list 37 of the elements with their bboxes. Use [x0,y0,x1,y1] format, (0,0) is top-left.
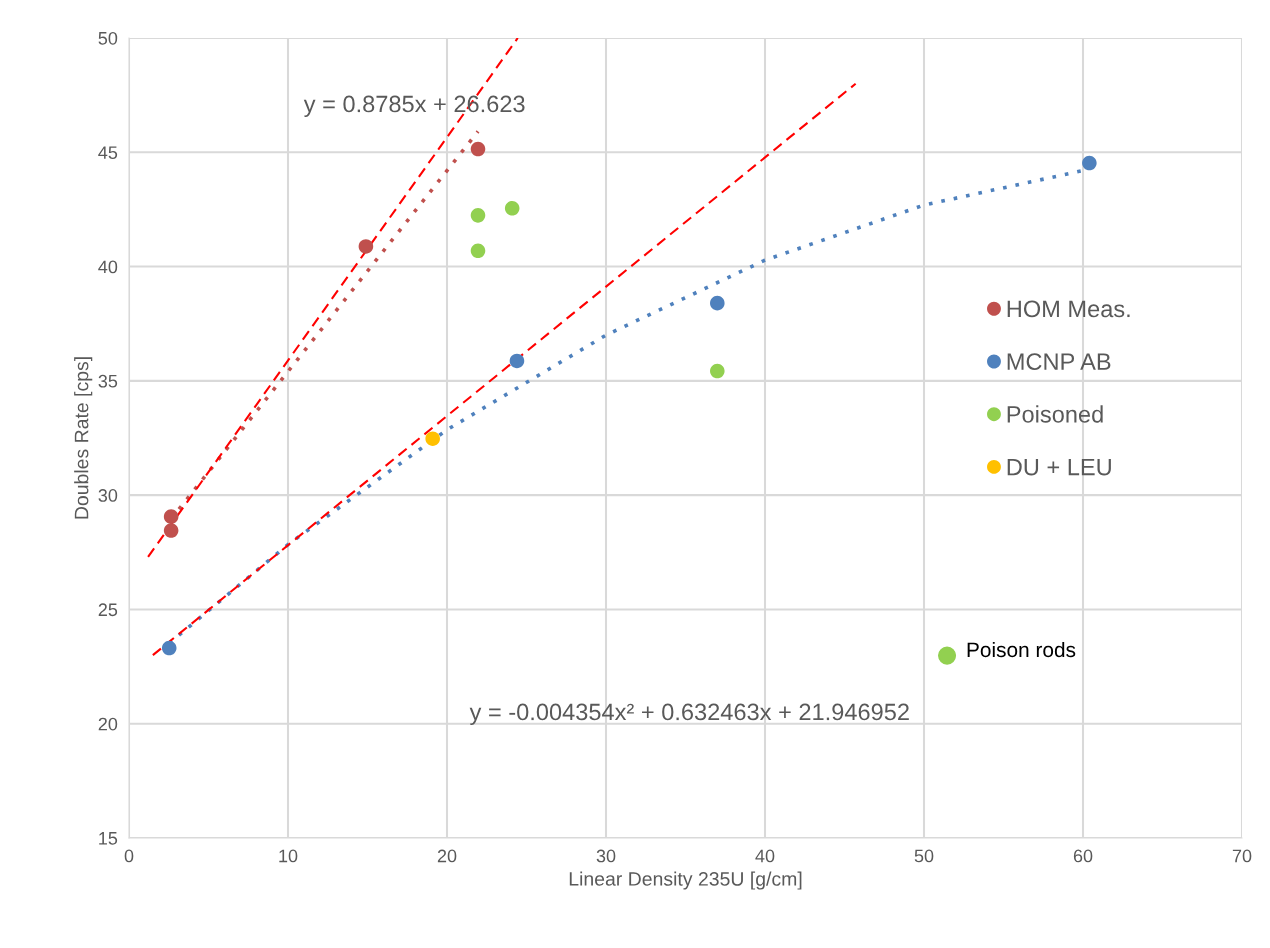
legend-label: DU + LEU [1007,458,1111,476]
y-tick-label: 50 [98,31,118,45]
x-tick-label: 10 [279,849,298,863]
legend-label: Poisoned [1007,405,1103,423]
x-tick-label: 60 [1073,849,1093,863]
legend-label: MCNP AB [1007,353,1111,370]
point [504,201,520,216]
x-tick-label: 0 [124,849,134,863]
point [163,523,179,538]
point [161,640,177,656]
point [710,295,725,311]
annotation: y = -0.004354x² + 0.632463x + 21.946952 [469,703,909,726]
point [1082,155,1097,171]
y-tick-label: 20 [98,717,118,731]
point [710,363,725,379]
point [470,243,486,259]
point [470,208,486,223]
x-tick-label: 40 [755,849,775,863]
y-tick-label: 35 [98,374,118,388]
y-tick-label: 45 [98,146,118,160]
annotation: Poison rods [967,641,1076,658]
y-tick-label: 25 [98,603,118,617]
y-axis-title: Doubles Rate [cps] [74,357,93,519]
point [470,141,486,157]
point [425,431,440,446]
legend-label: HOM Meas. [1007,300,1130,318]
y-tick-label: 40 [98,260,118,274]
x-tick-label: 20 [437,849,457,863]
point [509,353,525,369]
y-tick-label: 15 [99,832,118,845]
x-tick-label: 50 [914,849,934,863]
y-tick-label: 30 [98,489,118,502]
point [163,509,179,524]
point [358,239,374,254]
x-tick-label: 70 [1232,849,1252,863]
x-axis-title: Linear Density 235U [g/cm] [569,871,802,890]
x-tick-label: 30 [596,849,616,863]
